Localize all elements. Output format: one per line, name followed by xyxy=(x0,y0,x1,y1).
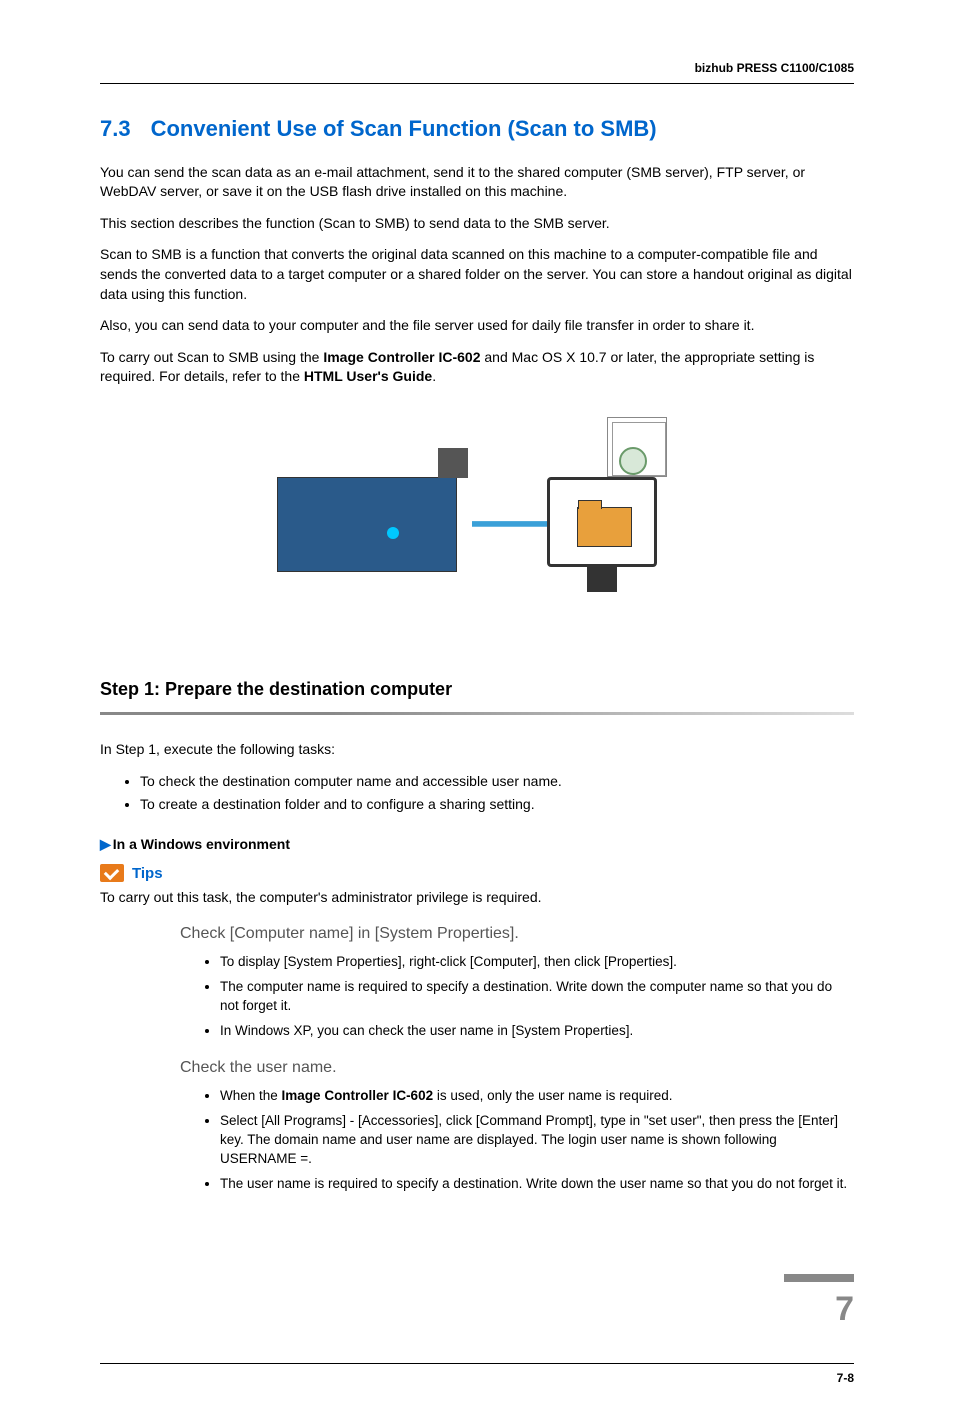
chapter-number: 7 xyxy=(100,1286,854,1334)
list-item: To create a destination folder and to co… xyxy=(140,795,854,815)
sub1-list: To display [System Properties], right-cl… xyxy=(220,953,854,1041)
intro-p3: Scan to SMB is a function that converts … xyxy=(100,245,854,304)
tips-row: Tips xyxy=(100,863,854,884)
header-product: bizhub PRESS C1100/C1085 xyxy=(100,60,854,84)
list-item: In Windows XP, you can check the user na… xyxy=(220,1022,854,1041)
intro-p4: Also, you can send data to your computer… xyxy=(100,316,854,336)
triangle-icon: ▶ xyxy=(100,835,111,855)
step1-lead: In Step 1, execute the following tasks: xyxy=(100,740,854,760)
step1-task-list: To check the destination computer name a… xyxy=(140,772,854,815)
sub2-list: When the Image Controller IC-602 is used… xyxy=(220,1087,854,1193)
section-number: 7.3 xyxy=(100,114,131,145)
sub1-heading: Check [Computer name] in [System Propert… xyxy=(180,923,854,945)
scan-light-icon xyxy=(387,527,399,539)
step1-title: Step 1: Prepare the destination computer xyxy=(100,677,854,702)
sub2-heading: Check the user name. xyxy=(180,1057,854,1079)
page-number: 7-8 xyxy=(100,1363,854,1387)
environment-heading: ▶In a Windows environment xyxy=(100,835,854,855)
printer-icon xyxy=(277,477,457,572)
list-item: The user name is required to specify a d… xyxy=(220,1175,854,1194)
section-title: 7.3 Convenient Use of Scan Function (Scan… xyxy=(100,114,854,145)
chapter-indicator: 7 xyxy=(100,1274,854,1334)
intro-p2: This section describes the function (Sca… xyxy=(100,214,854,234)
list-item: Select [All Programs] - [Accessories], c… xyxy=(220,1112,854,1169)
monitor-stand-icon xyxy=(587,567,617,592)
tips-label: Tips xyxy=(132,863,163,884)
folder-icon xyxy=(577,507,632,547)
tips-text: To carry out this task, the computer's a… xyxy=(100,888,854,908)
list-item: When the Image Controller IC-602 is used… xyxy=(220,1087,854,1106)
chapter-bar-icon xyxy=(784,1274,854,1282)
list-item: To check the destination computer name a… xyxy=(140,772,854,792)
globe-icon xyxy=(619,447,647,475)
tips-icon xyxy=(100,864,124,882)
list-item: The computer name is required to specify… xyxy=(220,978,854,1016)
section-heading-text: Convenient Use of Scan Function (Scan to… xyxy=(151,116,657,141)
intro-p5: To carry out Scan to SMB using the Image… xyxy=(100,348,854,387)
divider xyxy=(100,712,854,715)
intro-p1: You can send the scan data as an e-mail … xyxy=(100,163,854,202)
scan-to-smb-diagram xyxy=(267,417,687,637)
list-item: To display [System Properties], right-cl… xyxy=(220,953,854,972)
